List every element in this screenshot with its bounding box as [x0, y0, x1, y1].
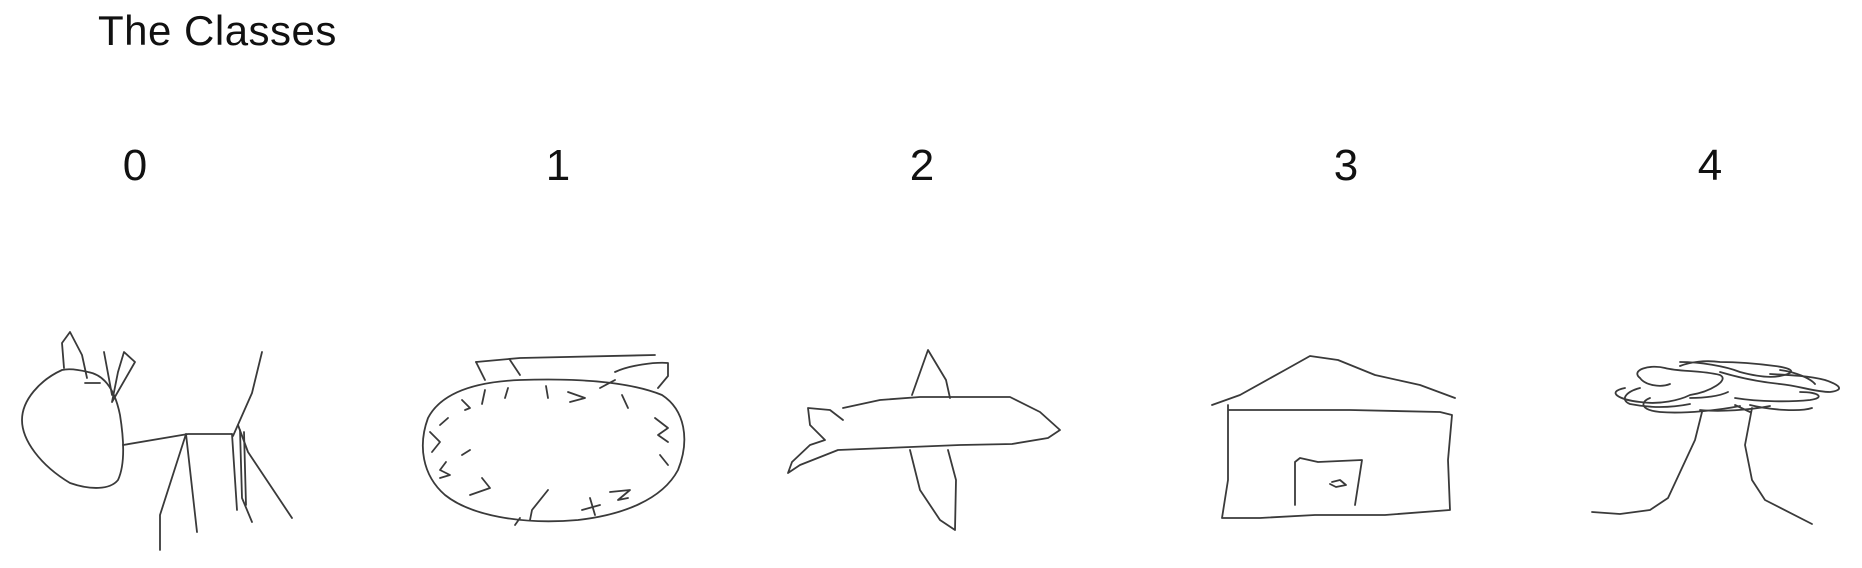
house-sketch-icon: [1211, 355, 1456, 519]
class-label-0: 0: [122, 141, 148, 190]
class-label-3: 3: [1333, 141, 1359, 190]
class-label-4: 4: [1697, 141, 1723, 190]
class-label-2: 2: [909, 141, 935, 190]
slide-title: The Classes: [98, 7, 337, 54]
class-label-1: 1: [545, 141, 571, 190]
clock-sketch-icon: [422, 354, 686, 526]
airplane-sketch-icon: [787, 349, 1061, 531]
cat-sketch-icon: [21, 331, 293, 551]
